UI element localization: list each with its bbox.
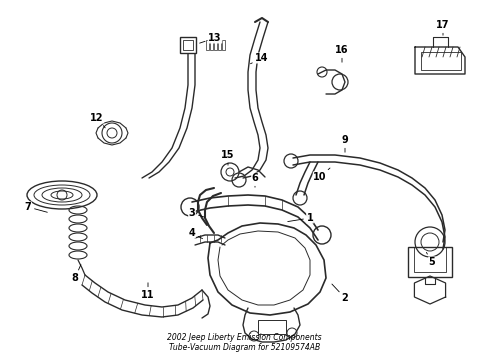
Bar [258,320,285,334]
Bar [180,37,196,53]
Bar [209,40,213,50]
Bar [218,40,221,50]
Text: 7: 7 [24,202,47,212]
Text: 11: 11 [141,283,154,300]
Text: 8: 8 [71,265,81,283]
Bar [420,52,460,70]
Bar [183,40,193,50]
Text: 13: 13 [199,33,221,43]
Text: 12: 12 [90,113,105,128]
Text: 6: 6 [251,173,258,187]
Text: 14: 14 [250,53,268,64]
Bar [214,40,217,50]
Text: 16: 16 [335,45,348,62]
Bar [413,247,445,272]
Text: 3: 3 [188,208,204,218]
Bar [205,40,208,50]
Bar [222,40,224,50]
Text: 5: 5 [426,252,434,267]
Text: 9: 9 [341,135,347,152]
Text: 4: 4 [188,228,202,239]
Bar [407,247,451,277]
Text: 10: 10 [313,168,329,182]
Text: 15: 15 [221,150,234,165]
Text: 2002 Jeep Liberty Emission Components
Tube-Vacuum Diagram for 52109574AB: 2002 Jeep Liberty Emission Components Tu… [167,333,321,352]
Text: 1: 1 [287,213,313,223]
Text: 2: 2 [331,284,347,303]
Text: 17: 17 [435,20,449,35]
